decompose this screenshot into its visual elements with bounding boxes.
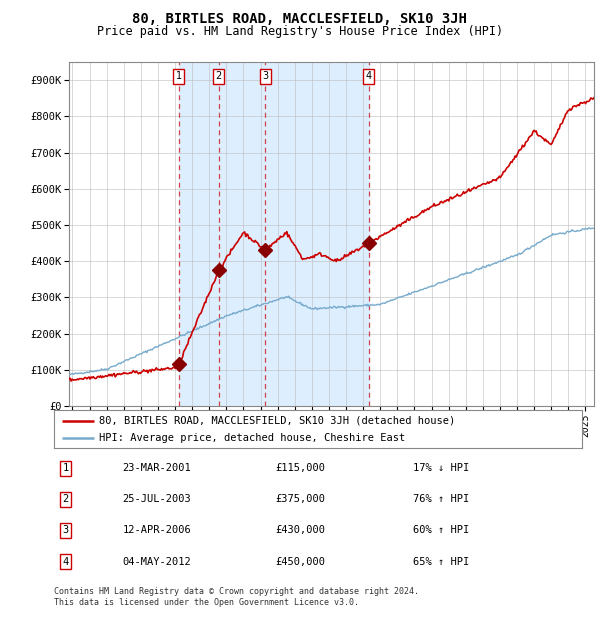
Text: 80, BIRTLES ROAD, MACCLESFIELD, SK10 3JH: 80, BIRTLES ROAD, MACCLESFIELD, SK10 3JH bbox=[133, 12, 467, 27]
Text: 04-MAY-2012: 04-MAY-2012 bbox=[122, 557, 191, 567]
Text: 60% ↑ HPI: 60% ↑ HPI bbox=[413, 525, 469, 536]
Text: 65% ↑ HPI: 65% ↑ HPI bbox=[413, 557, 469, 567]
Text: £375,000: £375,000 bbox=[276, 494, 326, 504]
Text: £450,000: £450,000 bbox=[276, 557, 326, 567]
Text: HPI: Average price, detached house, Cheshire East: HPI: Average price, detached house, Ches… bbox=[99, 433, 405, 443]
Text: £115,000: £115,000 bbox=[276, 463, 326, 473]
Text: Contains HM Land Registry data © Crown copyright and database right 2024.: Contains HM Land Registry data © Crown c… bbox=[54, 587, 419, 596]
Text: 12-APR-2006: 12-APR-2006 bbox=[122, 525, 191, 536]
Text: 2: 2 bbox=[62, 494, 69, 504]
Text: 4: 4 bbox=[62, 557, 69, 567]
Text: 3: 3 bbox=[62, 525, 69, 536]
Text: Price paid vs. HM Land Registry's House Price Index (HPI): Price paid vs. HM Land Registry's House … bbox=[97, 25, 503, 38]
Text: 23-MAR-2001: 23-MAR-2001 bbox=[122, 463, 191, 473]
Text: 17% ↓ HPI: 17% ↓ HPI bbox=[413, 463, 469, 473]
Text: £430,000: £430,000 bbox=[276, 525, 326, 536]
Text: 25-JUL-2003: 25-JUL-2003 bbox=[122, 494, 191, 504]
Text: 4: 4 bbox=[366, 71, 372, 81]
Text: 76% ↑ HPI: 76% ↑ HPI bbox=[413, 494, 469, 504]
Text: 2: 2 bbox=[215, 71, 222, 81]
Text: 1: 1 bbox=[62, 463, 69, 473]
Text: 80, BIRTLES ROAD, MACCLESFIELD, SK10 3JH (detached house): 80, BIRTLES ROAD, MACCLESFIELD, SK10 3JH… bbox=[99, 416, 455, 426]
Text: 3: 3 bbox=[262, 71, 268, 81]
Bar bbox=[179, 62, 369, 406]
Text: This data is licensed under the Open Government Licence v3.0.: This data is licensed under the Open Gov… bbox=[54, 598, 359, 608]
Text: 1: 1 bbox=[176, 71, 182, 81]
